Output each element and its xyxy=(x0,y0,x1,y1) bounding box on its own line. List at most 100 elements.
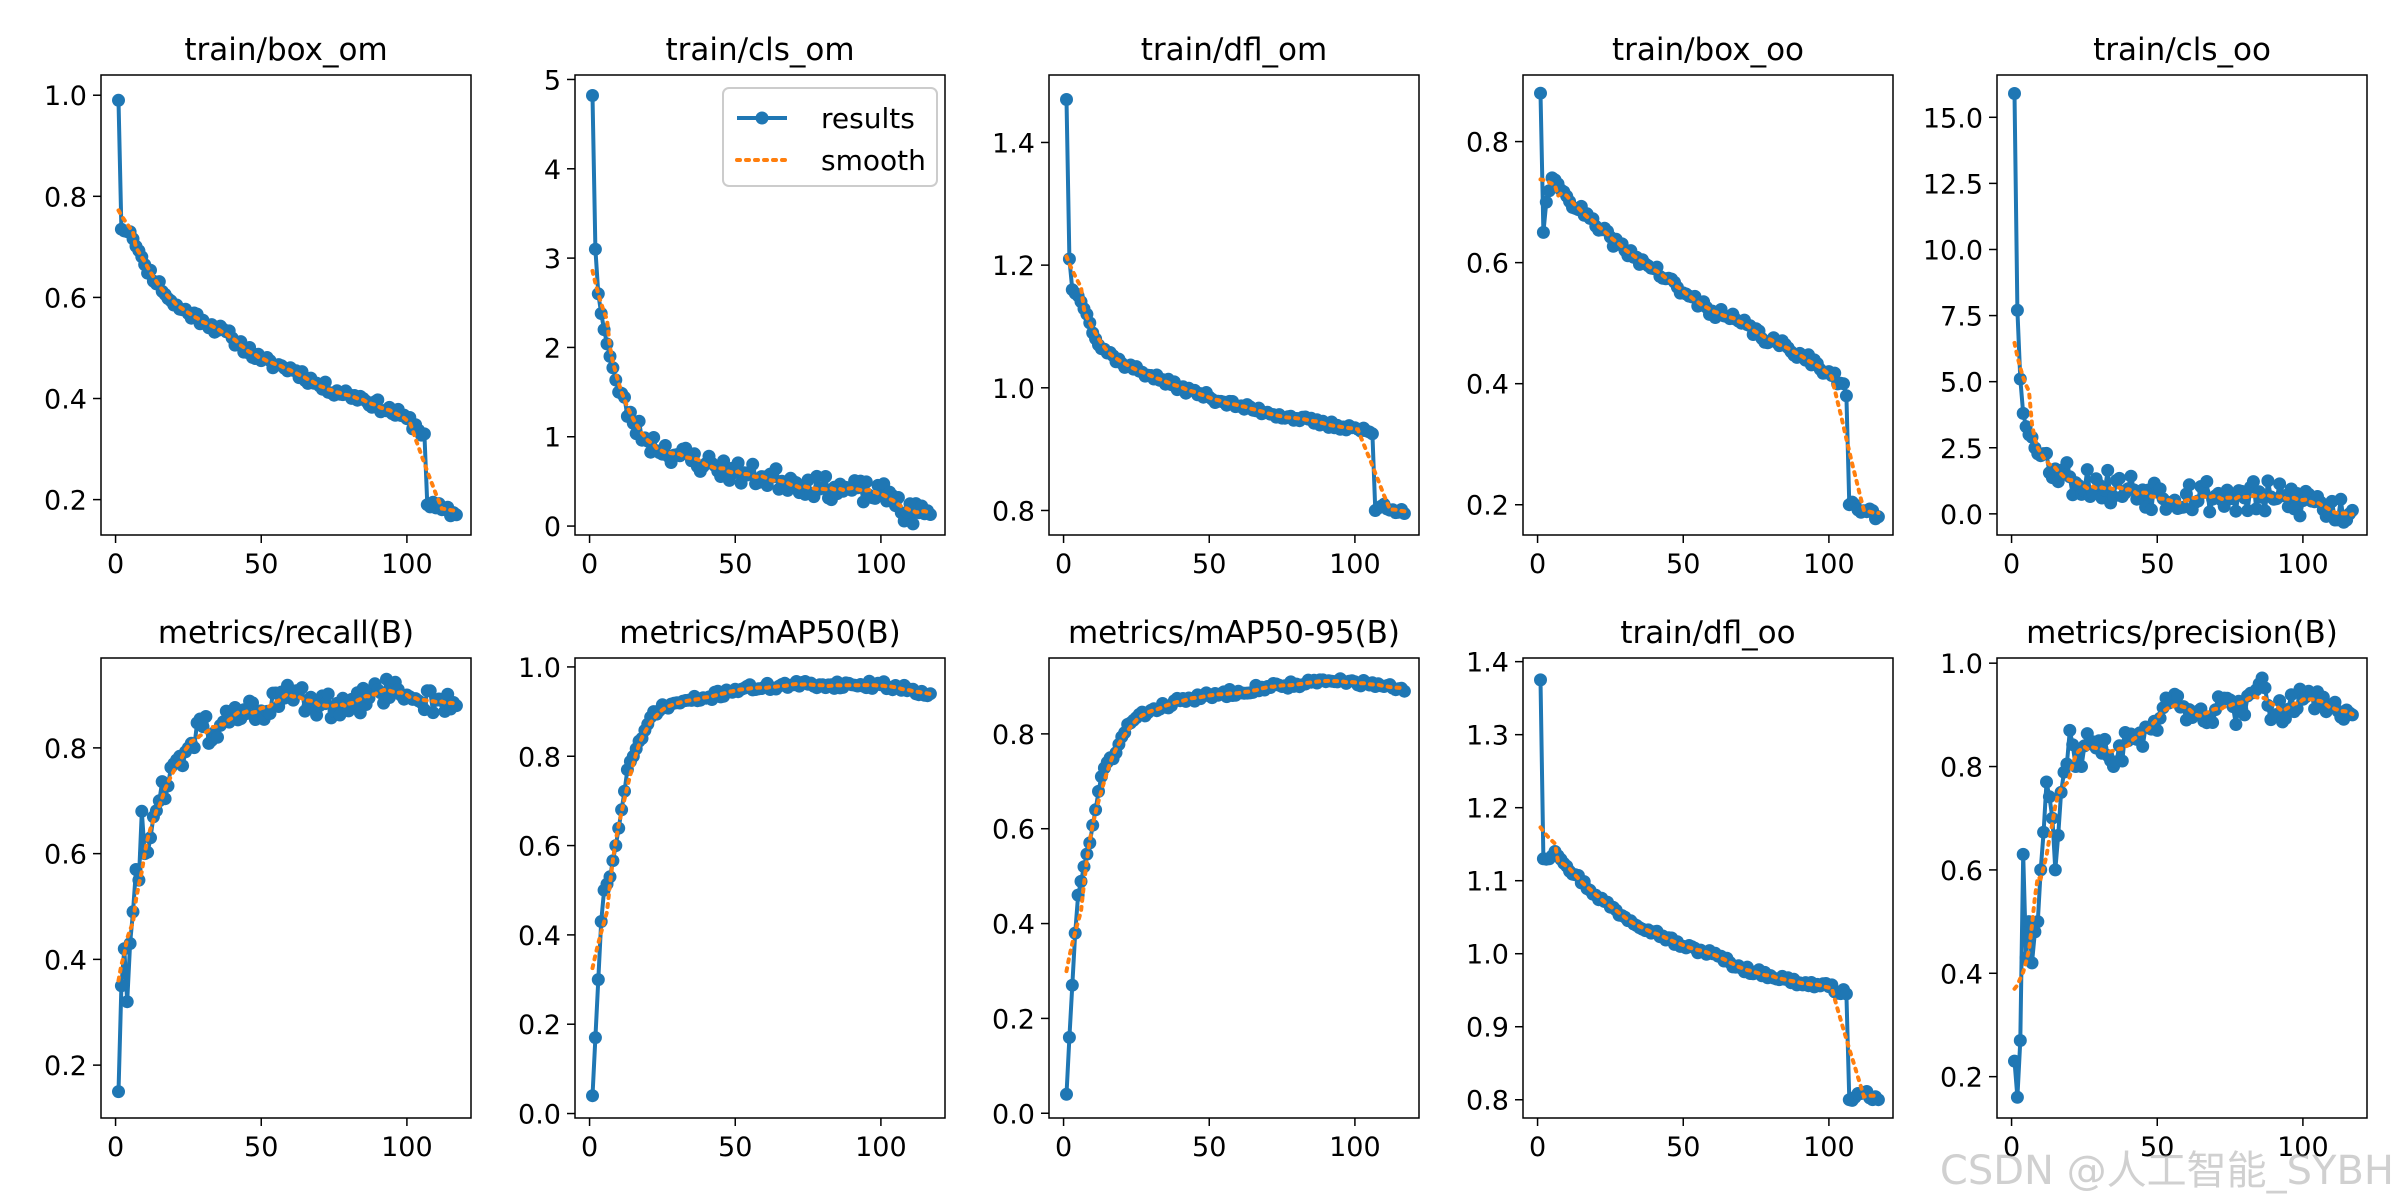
smooth-line xyxy=(1538,825,1881,1099)
results-point xyxy=(263,707,277,720)
results-point xyxy=(2258,504,2272,518)
results-point xyxy=(2258,681,2272,695)
results-point xyxy=(1365,427,1379,441)
results-point xyxy=(2144,503,2158,517)
subplot-title: metrics/mAP50(B) xyxy=(619,615,900,651)
y-tick-label: 1.0 xyxy=(1940,649,1983,680)
results-point xyxy=(2293,509,2307,523)
subplot-title: train/dfl_oo xyxy=(1620,615,1795,651)
y-tick-label: 2 xyxy=(544,333,561,364)
results-point xyxy=(2016,847,2030,861)
results-point xyxy=(2063,723,2077,737)
y-tick-label: 1.0 xyxy=(44,81,87,112)
x-tick-label: 0 xyxy=(2003,1132,2020,1163)
smooth-line xyxy=(2012,693,2355,991)
series-results xyxy=(112,672,463,1099)
x-tick-label: 100 xyxy=(1329,1132,1381,1163)
y-tick-label: 2.5 xyxy=(1940,434,1983,465)
smooth-line xyxy=(2012,340,2355,518)
subplot-title: metrics/precision(B) xyxy=(2026,615,2338,651)
results-point xyxy=(2334,492,2348,506)
legend-results-marker xyxy=(755,111,769,125)
y-tick-label: 1.2 xyxy=(1466,794,1509,825)
subplot-title: metrics/mAP50-95(B) xyxy=(1068,615,1400,651)
y-tick-label: 0.4 xyxy=(518,921,561,952)
smooth-line xyxy=(1064,254,1407,514)
y-tick-label: 0.2 xyxy=(44,1051,87,1082)
results-point xyxy=(2048,863,2062,877)
results-point xyxy=(658,439,672,452)
x-tick-label: 50 xyxy=(244,1132,278,1163)
smooth-line xyxy=(590,268,933,515)
results-point xyxy=(2255,671,2269,685)
legend: results smooth xyxy=(722,87,938,187)
x-tick-label: 0 xyxy=(1529,549,1546,580)
smooth-line xyxy=(1064,678,1407,974)
results-point xyxy=(1534,673,1547,687)
subplot-metrics-precision-b: metrics/precision(B) 0 50 100 0.2 0.4 0.6 0.8 1.… xyxy=(1940,615,2368,1163)
subplot-train-dfl-om: train/dfl_om 0 50 100 0.8 1.0 1.2 1.4 xyxy=(992,32,1420,580)
x-tick-label: 0 xyxy=(1055,549,1072,580)
results-point xyxy=(2060,456,2074,470)
x-tick-label: 100 xyxy=(381,549,433,580)
plot-frame xyxy=(1048,74,1420,536)
results-point xyxy=(2124,469,2138,483)
y-tick-label: 0.0 xyxy=(518,1100,561,1131)
y-tick-label: 0.8 xyxy=(44,734,87,765)
y-tick-label: 1.4 xyxy=(992,128,1035,159)
y-tick-label: 4 xyxy=(544,155,561,186)
results-point xyxy=(588,242,602,256)
results-point xyxy=(731,456,745,470)
x-tick-label: 100 xyxy=(2277,549,2329,580)
results-point xyxy=(586,89,599,102)
results-point xyxy=(1839,987,1853,1001)
results-point xyxy=(2136,739,2150,753)
results-point xyxy=(114,979,128,993)
subplot-metrics-map50-b: metrics/mAP50(B) 0 50 100 0.0 0.2 0.4 0.6 0.8 1.0 xyxy=(518,615,946,1163)
results-point xyxy=(1062,1030,1076,1044)
results-point xyxy=(1397,507,1411,520)
y-tick-label: 0 xyxy=(544,512,561,543)
results-point xyxy=(423,684,437,698)
results-point xyxy=(382,691,396,704)
results-point xyxy=(2080,463,2094,477)
legend-results-label: results xyxy=(821,102,915,135)
results-point xyxy=(2042,790,2056,804)
x-tick-label: 50 xyxy=(2140,549,2174,580)
subplot-train-box-oo: train/box_oo 0 50 100 0.2 0.4 0.6 0.8 xyxy=(1466,32,1894,580)
results-point xyxy=(2075,760,2088,773)
x-tick-label: 0 xyxy=(581,549,598,580)
x-tick-label: 50 xyxy=(718,1132,752,1163)
results-point xyxy=(2016,406,2030,420)
results-point xyxy=(2025,956,2039,970)
results-point xyxy=(295,681,309,695)
results-point xyxy=(2206,716,2220,729)
results-point xyxy=(2040,775,2053,789)
results-point xyxy=(112,1085,125,1099)
results-point xyxy=(321,687,335,701)
results-line xyxy=(1064,99,1407,515)
series-results xyxy=(1534,86,1885,526)
series-results xyxy=(112,93,463,523)
x-tick-label: 0 xyxy=(107,549,124,580)
results-point xyxy=(2010,1090,2024,1104)
results-point xyxy=(2229,718,2243,731)
y-tick-label: 0.9 xyxy=(1466,1013,1509,1044)
y-tick-label: 0.8 xyxy=(518,742,561,773)
x-tick-label: 100 xyxy=(2277,1132,2329,1163)
results-point xyxy=(2115,754,2129,768)
results-point xyxy=(717,454,731,468)
results-point xyxy=(588,1031,602,1045)
y-tick-label: 0.6 xyxy=(44,840,87,871)
results-point xyxy=(769,462,783,476)
results-point xyxy=(2150,723,2164,737)
y-tick-label: 0.6 xyxy=(44,283,87,314)
plot-frame xyxy=(1996,74,2368,536)
series-results xyxy=(2008,671,2359,1104)
y-tick-label: 1.1 xyxy=(1466,867,1509,898)
plot-frame xyxy=(574,657,946,1119)
results-point xyxy=(2008,1054,2021,1068)
results-point xyxy=(2013,1034,2027,1047)
y-tick-label: 0.0 xyxy=(1940,500,1983,531)
results-point xyxy=(2034,863,2048,877)
